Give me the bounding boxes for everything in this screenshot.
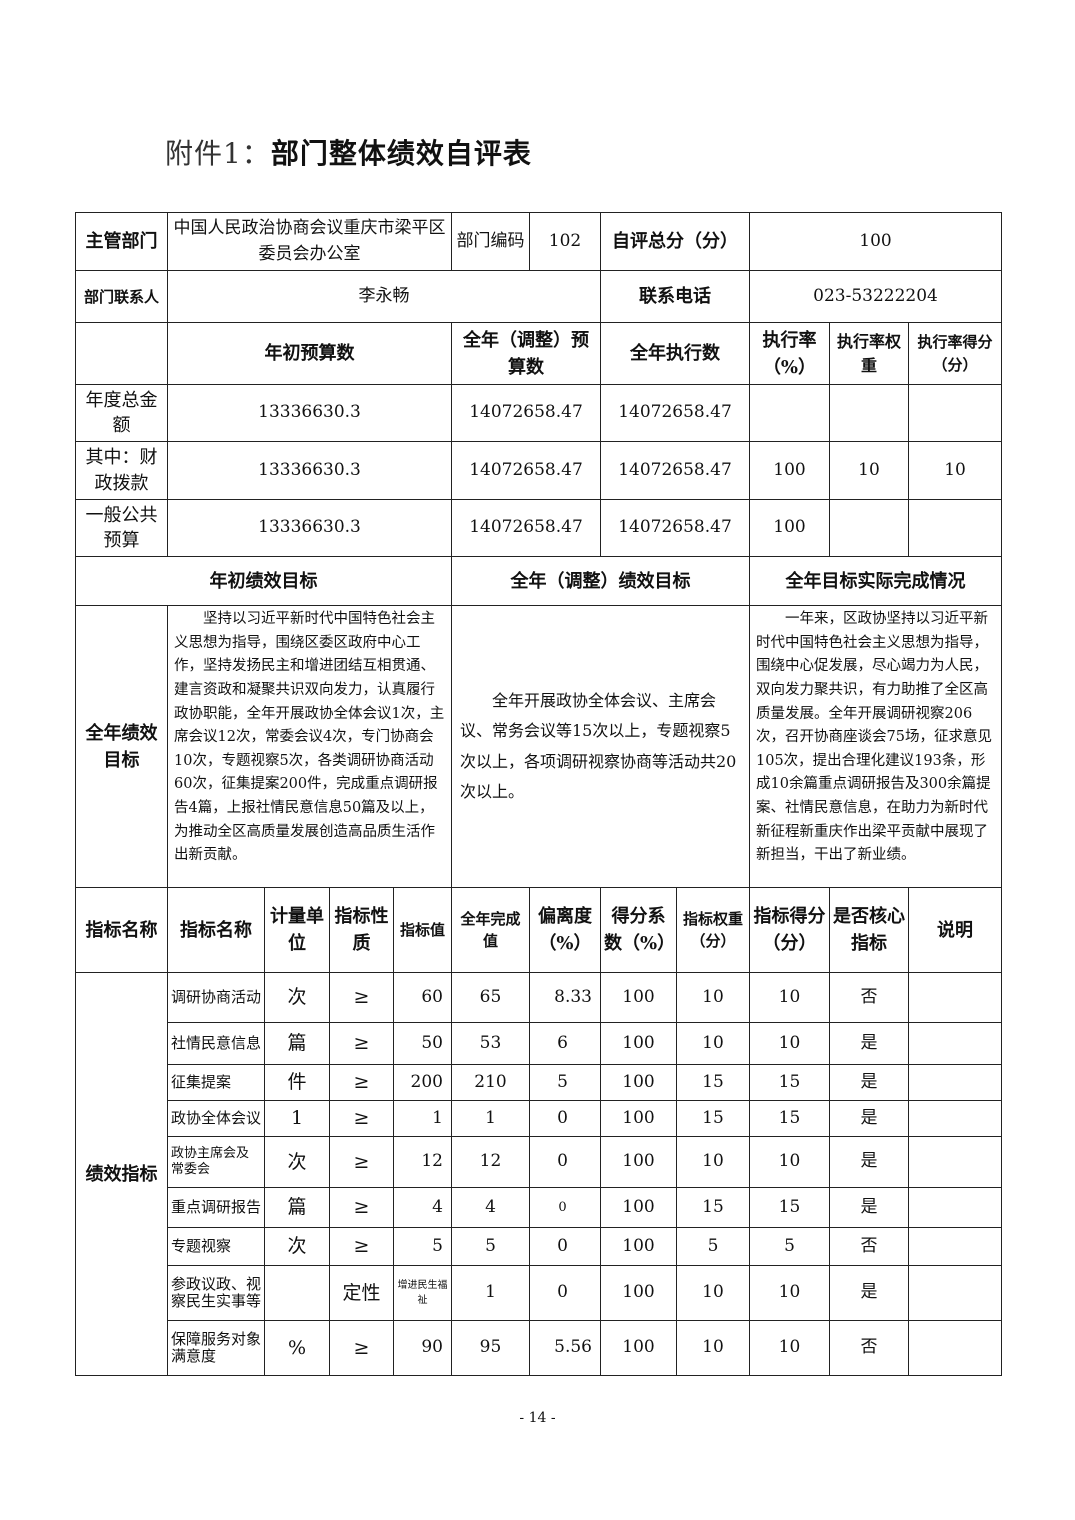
page-number: - 14 - bbox=[519, 1410, 556, 1426]
budget-row: 年度总金额 13336630.3 14072658.47 14072658.47 bbox=[75, 384, 1003, 442]
metric-row: 征集提案件 ≥200 210 5 100 15 15 是 bbox=[76, 1064, 1003, 1101]
metric-row: 政协全体会议 1 ≥1 1 0 100 15 15 是 bbox=[76, 1100, 1003, 1137]
metrics-header-row: 指标名称 指标名称 计量单位 指标性质 指标值 全年完成值 偏离度（%） 得分系数（%） 指标权… bbox=[75, 887, 1003, 973]
metric-row: 绩效指标 调研协商活动次 ≥60 65 8.33 100 10 10 否 bbox=[75, 972, 1003, 1376]
metric-row: 社情民意信息篇 ≥50 53 6 100 10 10 是 bbox=[76, 1022, 1003, 1065]
page-title: 附件1：部门整体绩效自评表 bbox=[165, 137, 532, 170]
metric-row: 政协主席会及常委会次 ≥12 12 0 100 10 10 是 bbox=[76, 1136, 1003, 1188]
goals-header-row: 年初绩效目标 全年（调整）绩效目标 全年目标实际完成情况 bbox=[75, 556, 1003, 606]
metric-row: 重点调研报告篇 ≥4 4 0 100 15 15 是 bbox=[76, 1187, 1003, 1228]
metric-row: 参政议政、视察民生实事等 定性 增进民生福祉 1 0 100 10 10 是 bbox=[76, 1265, 1003, 1321]
metric-row: 保障服务对象满意度% ≥90 95 5.56 100 10 10 否 bbox=[76, 1320, 1003, 1376]
goals-row: 全年绩效目标 坚持以习近平新时代中国特色社会主义思想为指导，围绕区委区政府中心工作… bbox=[75, 605, 1003, 888]
contact-row: 部门联系人 李永畅 联系电话 023-53222204 bbox=[75, 270, 1003, 323]
info-row: 主管部门 中国人民政治协商会议重庆市梁平区委员会办公室 部门编码 102 自评总… bbox=[75, 212, 1003, 271]
metric-row: 专题视察次 ≥5 5 0 100 5 5 否 bbox=[76, 1227, 1003, 1266]
performance-table: 主管部门 中国人民政治协商会议重庆市梁平区委员会办公室 部门编码 102 自评总… bbox=[75, 212, 1003, 1376]
budget-row: 其中：财政拨款 13336630.3 14072658.47 14072658.47 1… bbox=[75, 441, 1003, 500]
budget-header-row: 年初预算数 全年（调整）预算数 全年执行数 执行率（%） 执行率权重 执行率得分… bbox=[75, 322, 1003, 385]
budget-row: 一般公共预算 13336630.3 14072658.47 14072658.47 10… bbox=[75, 499, 1003, 557]
